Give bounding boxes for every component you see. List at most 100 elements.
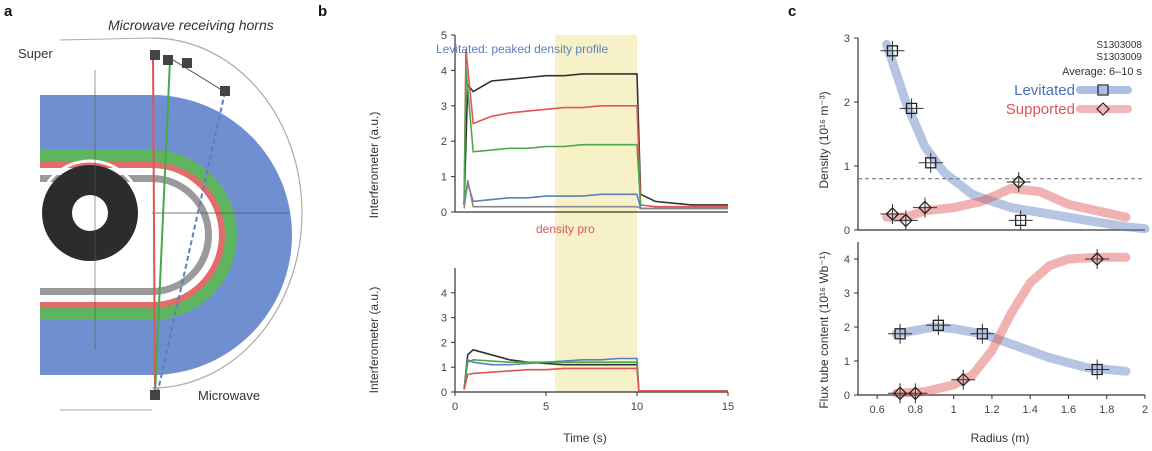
c-bottom-xtick-label: 1.8 (1099, 404, 1114, 416)
chord-red (152, 54, 156, 396)
plot-b-bottom: 0 1 2 3 4 0 5 10 15 (441, 268, 734, 413)
vacuum-vessel-outline (151, 37, 303, 389)
panel-b-letter: b (318, 3, 327, 20)
microwave-label: Microwave (198, 388, 260, 403)
c-bottom-point-supported (908, 386, 923, 401)
b-bottom-ylabel: Interferometer (a.u.) (367, 287, 381, 394)
c-bottom-ytick-label: 3 (844, 288, 850, 300)
super-label: Super (18, 46, 53, 61)
supported-annotation: density pro (536, 222, 595, 236)
b-top-ytick-label: 4 (441, 65, 447, 77)
b-bottom-ytick-label: 2 (441, 337, 447, 349)
c-top-ylabel: Density (10¹⁶ m⁻³) (817, 91, 831, 188)
c-bottom-fit-band-levitated (891, 322, 1131, 376)
c-bottom-xtick-label: 2 (1142, 404, 1148, 416)
b-top-series-line-1 (463, 49, 728, 208)
average-label: Average: 6–10 s (1062, 66, 1142, 78)
legend-diamond-marker (1096, 102, 1110, 116)
chord-blue (156, 91, 226, 396)
c-top-fit-band-levitated (882, 39, 1150, 234)
b-bottom-series-line-2 (463, 358, 728, 392)
c-bottom-xtick-label: 1.2 (984, 404, 999, 416)
panel-a-letter: a (4, 3, 13, 20)
b-top-ytick-label: 1 (441, 172, 447, 184)
c-bottom-xtick-label: 0.8 (908, 404, 923, 416)
c-top-point-supported (918, 200, 932, 215)
b-bottom-xtick-label: 5 (543, 401, 549, 413)
horn-icon-2 (163, 55, 173, 65)
c-bottom-point-levitated (932, 319, 945, 331)
b-bottom-xtick-label: 0 (452, 401, 458, 413)
c-bottom-ytick-label: 0 (844, 390, 850, 402)
b-bottom-series-line-3 (463, 367, 728, 392)
white-ring2-arc (152, 182, 205, 288)
c-bottom-ylabel: Flux tube content (10¹⁶ Wb⁻¹) (817, 251, 831, 408)
plot-c-bottom: 0 1 2 3 4 0.6 0.8 1 1.2 1.4 1.6 1.8 2 (844, 242, 1148, 416)
c-xlabel: Radius (m) (971, 431, 1030, 445)
c-bottom-point-supported (956, 372, 971, 387)
c-bottom-ytick-label: 1 (844, 356, 850, 368)
c-bottom-ytick-label: 4 (844, 254, 850, 266)
b-bottom-xtick-label: 10 (631, 401, 643, 413)
c-top-ytick-label: 2 (844, 97, 850, 109)
shot-number-1: S1303008 (1096, 40, 1142, 51)
panel-c: c 0 1 2 3 0 1 2 3 4 0.6 0.8 1 1.2 1.4 1.6 1.8 2 S130300… (788, 3, 1150, 445)
c-bottom-xtick-label: 1 (951, 404, 957, 416)
c-top-point-levitated (905, 102, 918, 115)
c-top-ytick-label: 3 (844, 33, 850, 45)
legend-square-marker (1097, 84, 1109, 96)
c-bottom-point-supported (1090, 252, 1105, 266)
chord-green (154, 59, 171, 396)
b-top-ytick-label: 5 (441, 30, 447, 42)
c-top-fit-band-supported (882, 183, 1131, 222)
horns-label: Microwave receiving horns (108, 17, 274, 33)
b-bottom-series-line-0 (463, 348, 728, 392)
b-bottom-ytick-label: 0 (441, 387, 447, 399)
microwave-source-icon (150, 390, 160, 400)
plot-c-top: 0 1 2 3 (844, 33, 1150, 237)
c-top-point-supported (885, 207, 900, 221)
b-bottom-xtick-label: 15 (722, 401, 734, 413)
vessel-top-line (59, 37, 153, 41)
time-window-highlight (555, 35, 637, 392)
c-top-point-levitated (925, 157, 937, 169)
shot-number-2: S1303009 (1096, 52, 1142, 63)
b-top-ylabel: Interferometer (a.u.) (367, 112, 381, 219)
c-bottom-fit-band-supported (891, 252, 1131, 398)
c-top-point-supported (1011, 175, 1026, 189)
c-bottom-xtick-label: 1.4 (1023, 404, 1038, 416)
panel-c-letter: c (788, 3, 796, 20)
b-top-ytick-label: 3 (441, 101, 447, 113)
core-outline (36, 159, 144, 267)
b-bottom-ytick-label: 4 (441, 288, 447, 300)
c-top-ytick-label: 1 (844, 161, 850, 173)
b-top-ytick-label: 0 (441, 207, 447, 219)
b-top-series-line-4 (463, 179, 728, 210)
horn-connector (164, 54, 226, 93)
c-bottom-ytick-label: 2 (844, 322, 850, 334)
levitated-annotation: Levitated: peaked density profile (436, 42, 608, 56)
legend-supported: Supported (1006, 101, 1075, 118)
c-bottom-point-levitated (1091, 363, 1103, 376)
horn-icon-3 (182, 58, 192, 68)
b-xlabel: Time (s) (563, 431, 607, 445)
horn-icon-4 (220, 86, 230, 96)
horn-icon-1 (150, 50, 160, 60)
c-bottom-xtick-label: 0.6 (869, 404, 884, 416)
c-bottom-point-levitated (976, 328, 989, 340)
legend-levitated: Levitated (1014, 82, 1075, 99)
plot-b-top: 0 1 2 3 4 5 (441, 30, 728, 219)
c-bottom-xtick-label: 1.6 (1061, 404, 1076, 416)
panel-b: b 0 1 2 3 4 5 0 1 2 3 4 0 5 10 15 Levitated: peaked d… (318, 3, 734, 445)
b-bottom-ytick-label: 1 (441, 362, 447, 374)
c-top-point-supported (898, 213, 913, 228)
c-top-point-levitated (886, 45, 899, 57)
b-bottom-ytick-label: 3 (441, 313, 447, 325)
panel-a: a (4, 3, 303, 411)
c-bottom-point-levitated (894, 328, 906, 340)
core-hole (72, 195, 108, 231)
c-bottom-point-supported (893, 386, 908, 401)
b-top-ytick-label: 2 (441, 136, 447, 148)
b-top-series-line-0 (463, 73, 728, 206)
